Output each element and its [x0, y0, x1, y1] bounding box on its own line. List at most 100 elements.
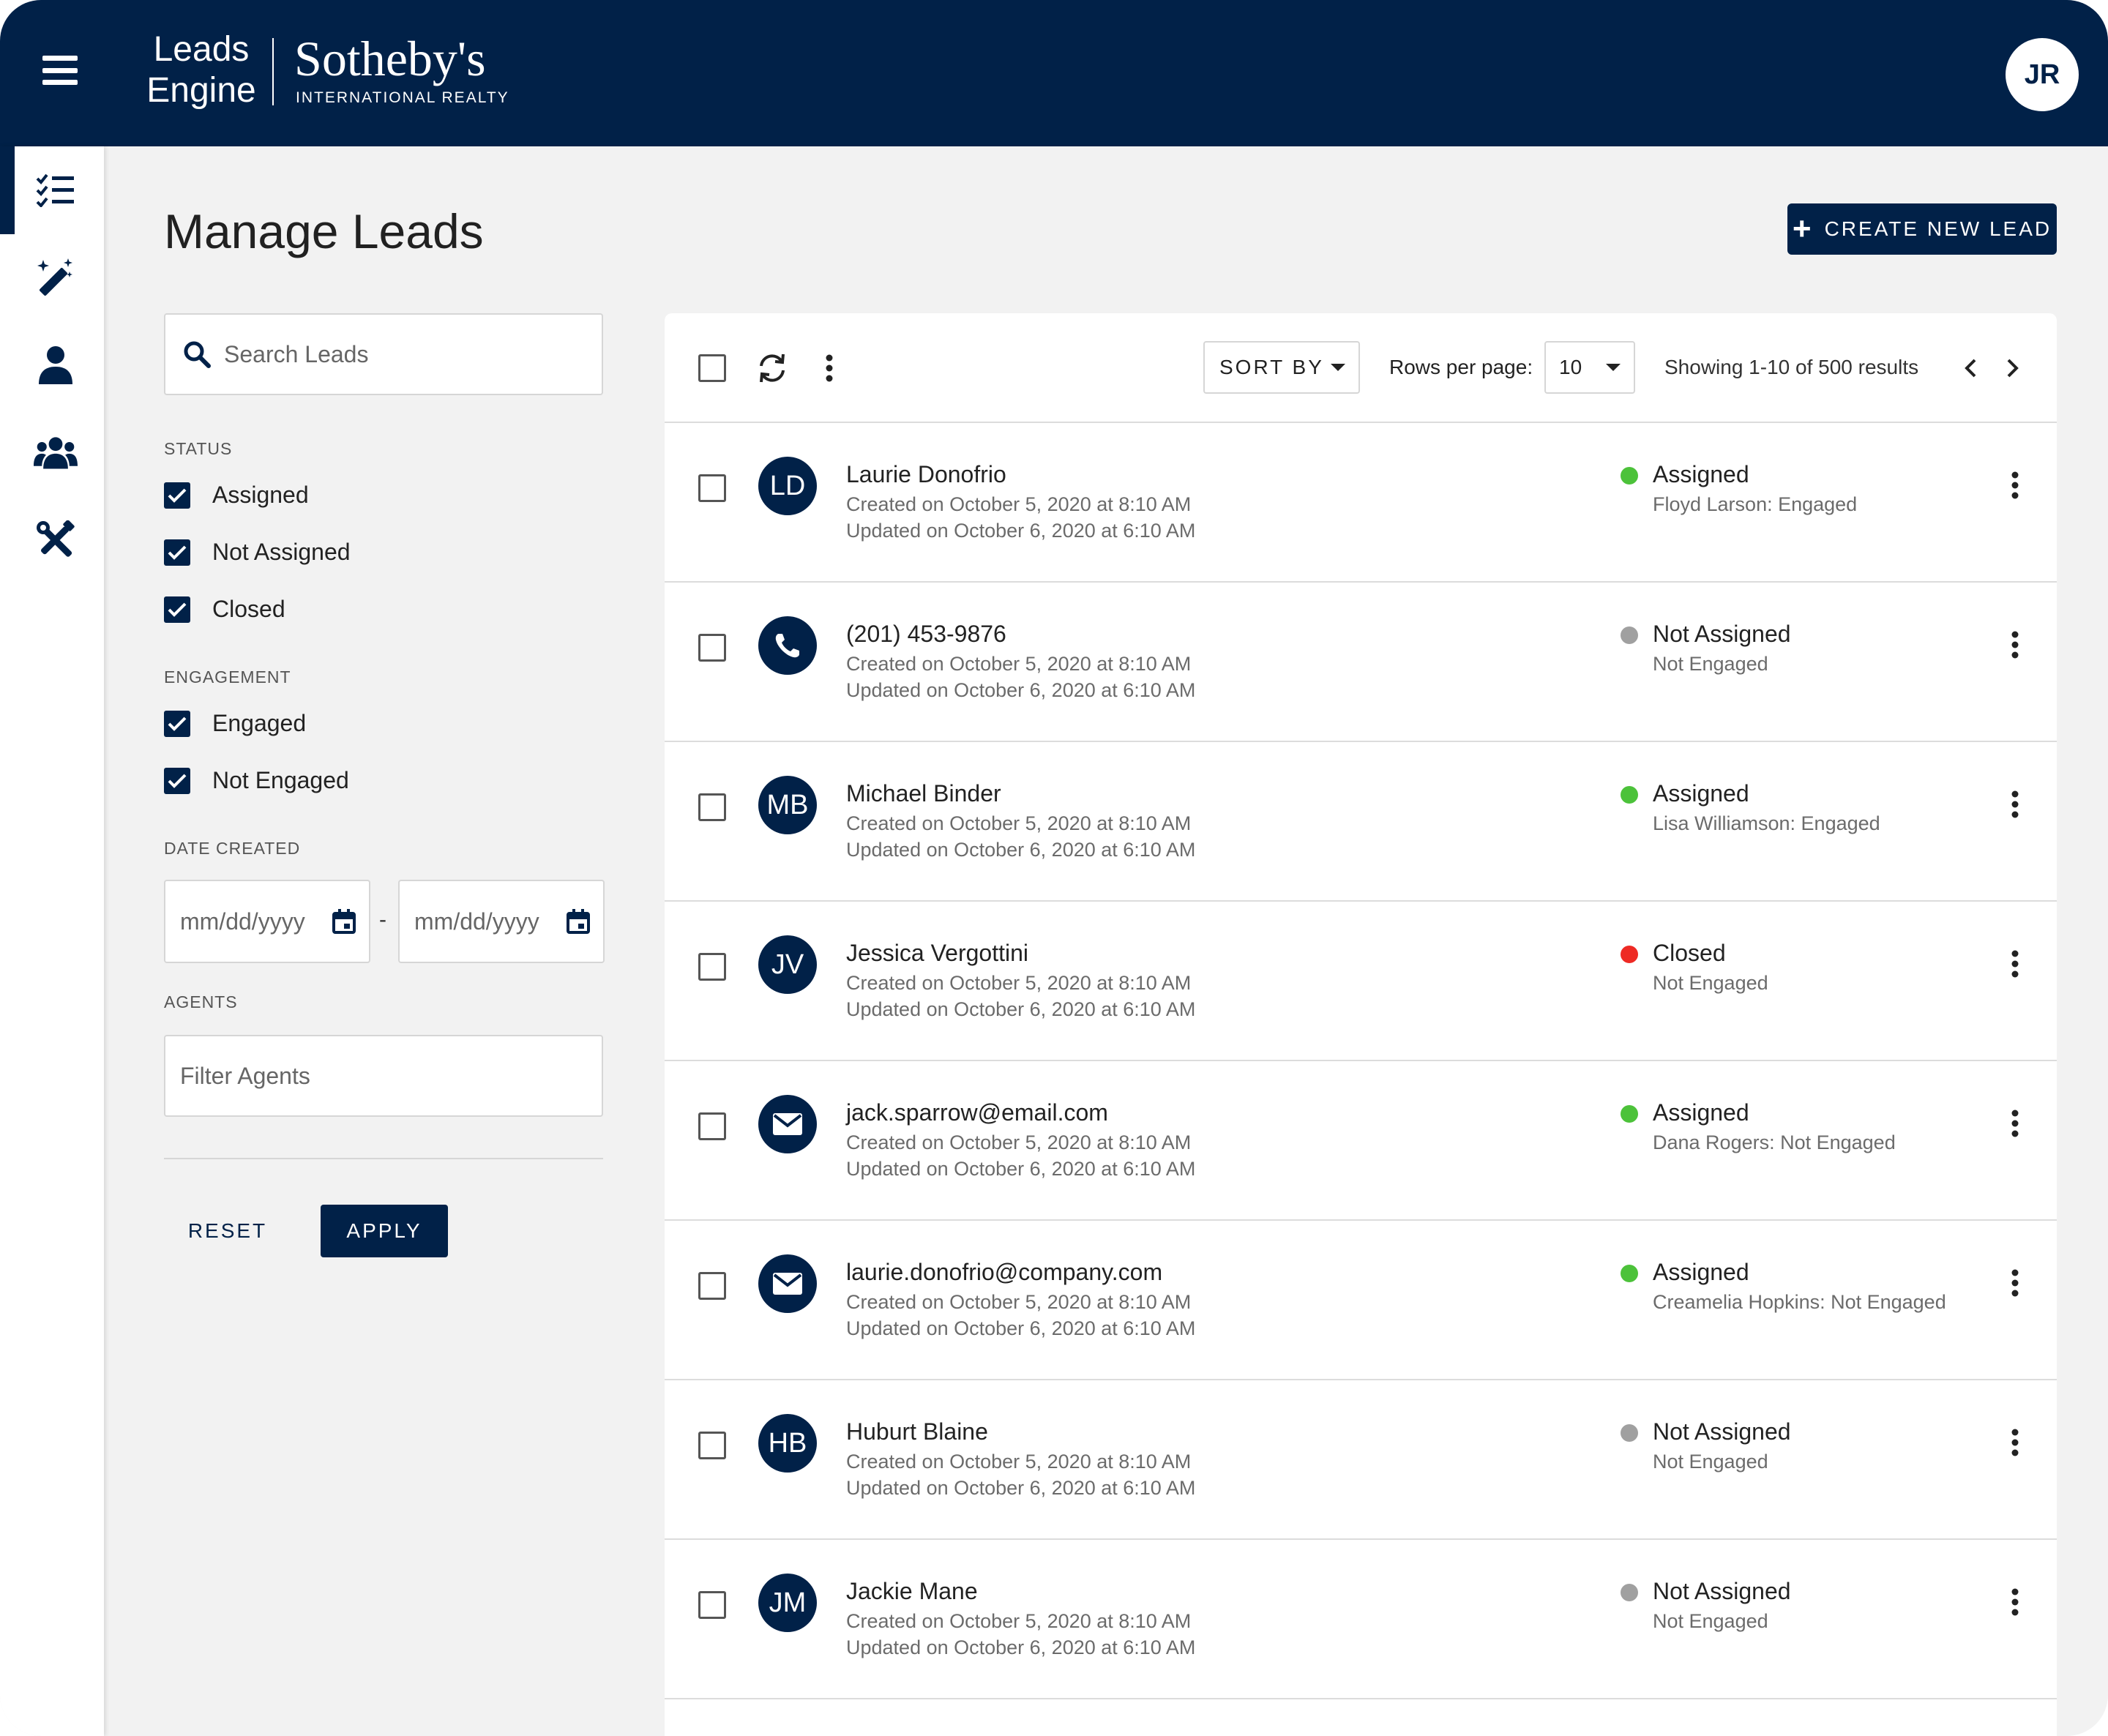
- lead-status: Not Assigned: [1653, 1418, 1791, 1445]
- menu-icon[interactable]: [42, 56, 78, 85]
- lead-row[interactable]: jack.sparrow@email.com Created on October…: [665, 1061, 2057, 1221]
- person-icon[interactable]: [34, 343, 78, 386]
- group-icon[interactable]: [34, 430, 78, 474]
- status-filter-assigned[interactable]: Assigned: [164, 482, 309, 509]
- chevron-left-icon[interactable]: [1956, 351, 1985, 385]
- create-new-lead-label: CREATE NEW LEAD: [1824, 217, 2052, 240]
- refresh-icon[interactable]: [755, 351, 789, 385]
- sort-by-dropdown[interactable]: SORT BY: [1203, 341, 1360, 394]
- more-vertical-icon[interactable]: [1998, 1107, 2032, 1140]
- select-all-checkbox[interactable]: [698, 354, 726, 382]
- lead-name[interactable]: Jessica Vergottini: [846, 940, 1029, 966]
- date-to-field[interactable]: [398, 880, 605, 963]
- checkbox-checked-icon[interactable]: [164, 482, 190, 509]
- engagement-filter-engaged[interactable]: Engaged: [164, 710, 306, 737]
- lead-avatar: JV: [758, 935, 817, 994]
- status-filter-label: Assigned: [212, 482, 309, 508]
- sothebys-logo: Sotheby's: [294, 31, 486, 86]
- checkbox-checked-icon[interactable]: [164, 767, 190, 794]
- lead-status-detail: Not Engaged: [1653, 653, 1768, 675]
- lead-row[interactable]: HB Huburt Blaine Created on October 5, 202…: [665, 1380, 2057, 1540]
- rows-per-page-select[interactable]: 10: [1544, 341, 1635, 394]
- lead-status: Assigned: [1653, 461, 1749, 487]
- more-vertical-icon[interactable]: [1998, 787, 2032, 821]
- checkbox-checked-icon[interactable]: [164, 596, 190, 623]
- status-dot-icon: [1621, 946, 1638, 963]
- reset-button[interactable]: RESET: [187, 1219, 268, 1242]
- search-input[interactable]: [224, 340, 531, 368]
- lead-row[interactable]: (201) 453-9876 Created on October 5, 2020…: [665, 583, 2057, 742]
- lead-checkbox[interactable]: [698, 1112, 726, 1140]
- lead-name[interactable]: (201) 453-9876: [846, 621, 1006, 647]
- lead-updated: Updated on October 6, 2020 at 6:10 AM: [846, 1477, 1196, 1499]
- checkbox-checked-icon[interactable]: [164, 710, 190, 737]
- user-avatar[interactable]: JR: [2006, 38, 2079, 111]
- search-field[interactable]: [164, 313, 603, 395]
- calendar-icon[interactable]: [567, 909, 590, 934]
- lead-name[interactable]: Michael Binder: [846, 780, 1001, 807]
- status-dot-icon: [1621, 1265, 1638, 1282]
- lead-checkbox[interactable]: [698, 474, 726, 502]
- lead-avatar: MB: [758, 776, 817, 834]
- lead-checkbox[interactable]: [698, 953, 726, 981]
- tasks-list-icon[interactable]: [34, 168, 78, 212]
- date-from-field[interactable]: [164, 880, 370, 963]
- lead-name[interactable]: Huburt Blaine: [846, 1418, 988, 1445]
- more-vertical-icon[interactable]: [1998, 468, 2032, 502]
- lead-created: Created on October 5, 2020 at 8:10 AM: [846, 1610, 1192, 1632]
- lead-row[interactable]: LD Laurie Donofrio Created on October 5, 2…: [665, 423, 2057, 583]
- lead-checkbox[interactable]: [698, 634, 726, 662]
- lead-checkbox[interactable]: [698, 793, 726, 821]
- agents-section-label: AGENTS: [164, 992, 238, 1011]
- lead-checkbox[interactable]: [698, 1432, 726, 1459]
- lead-row[interactable]: JV Jessica Vergottini Created on October 5…: [665, 902, 2057, 1061]
- more-vertical-icon[interactable]: [1998, 947, 2032, 981]
- status-filter-closed[interactable]: Closed: [164, 596, 285, 623]
- calendar-icon[interactable]: [332, 909, 356, 934]
- date-to-input[interactable]: [414, 908, 553, 935]
- lead-updated: Updated on October 6, 2020 at 6:10 AM: [846, 1636, 1196, 1658]
- status-filter-not-assigned[interactable]: Not Assigned: [164, 539, 351, 566]
- lead-status-detail: Not Engaged: [1653, 1451, 1768, 1473]
- create-new-lead-button[interactable]: + CREATE NEW LEAD: [1787, 203, 2057, 255]
- plus-icon: +: [1792, 211, 1812, 247]
- results-count: Showing 1-10 of 500 results: [1664, 356, 1919, 378]
- magic-wand-icon[interactable]: [34, 255, 78, 299]
- status-filter-label: Not Assigned: [212, 539, 351, 565]
- lead-row[interactable]: MB Michael Binder Created on October 5, 20…: [665, 742, 2057, 902]
- lead-created: Created on October 5, 2020 at 8:10 AM: [846, 1451, 1192, 1473]
- lead-status: Assigned: [1653, 1099, 1749, 1126]
- more-vertical-icon[interactable]: [1998, 1585, 2032, 1619]
- lead-name[interactable]: Laurie Donofrio: [846, 461, 1006, 487]
- lead-checkbox[interactable]: [698, 1591, 726, 1619]
- lead-row[interactable]: laurie.donofrio@company.com Created on Oc…: [665, 1221, 2057, 1380]
- filter-divider: [164, 1158, 603, 1159]
- lead-row[interactable]: JM Jackie Mane Created on October 5, 2020 …: [665, 1540, 2057, 1699]
- rows-per-page-value: 10: [1559, 356, 1582, 378]
- date-created-section-label: DATE CREATED: [164, 839, 301, 858]
- engagement-filter-not-engaged[interactable]: Not Engaged: [164, 767, 349, 794]
- agents-filter-field[interactable]: [164, 1035, 603, 1117]
- list-toolbar: SORT BY Rows per page: 10 Showing 1-10 o…: [665, 313, 2057, 423]
- lead-name[interactable]: jack.sparrow@email.com: [846, 1099, 1108, 1126]
- more-vertical-icon[interactable]: [1998, 1266, 2032, 1300]
- status-dot-icon: [1621, 1105, 1638, 1123]
- lead-checkbox[interactable]: [698, 1272, 726, 1300]
- tools-icon[interactable]: [34, 518, 78, 562]
- lead-status-detail: Floyd Larson: Engaged: [1653, 493, 1858, 515]
- agents-filter-input[interactable]: [180, 1062, 602, 1090]
- more-vertical-icon[interactable]: [1998, 628, 2032, 662]
- lead-status-detail: Creamelia Hopkins: Not Engaged: [1653, 1291, 1946, 1313]
- lead-name[interactable]: laurie.donofrio@company.com: [846, 1259, 1163, 1285]
- lead-created: Created on October 5, 2020 at 8:10 AM: [846, 653, 1192, 675]
- apply-button[interactable]: APPLY: [321, 1205, 448, 1257]
- lead-name[interactable]: Jackie Mane: [846, 1578, 978, 1604]
- date-from-input[interactable]: [180, 908, 319, 935]
- checkbox-checked-icon[interactable]: [164, 539, 190, 566]
- more-vertical-icon[interactable]: [812, 351, 846, 385]
- lead-status: Assigned: [1653, 1259, 1749, 1285]
- lead-avatar: JM: [758, 1574, 817, 1632]
- more-vertical-icon[interactable]: [1998, 1426, 2032, 1459]
- chevron-right-icon[interactable]: [1998, 351, 2027, 385]
- status-dot-icon: [1621, 1584, 1638, 1601]
